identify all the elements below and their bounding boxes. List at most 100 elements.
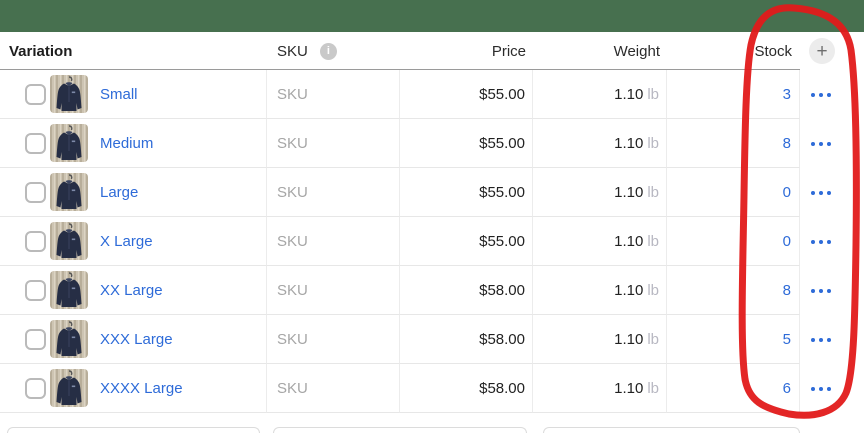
weight-cell[interactable]: 1.10 lb xyxy=(533,364,667,413)
jacket-photo xyxy=(50,222,88,260)
row-checkbox[interactable] xyxy=(25,279,46,301)
variation-cell: Large xyxy=(0,168,267,217)
sku-input[interactable] xyxy=(277,232,387,250)
add-column-button[interactable]: + xyxy=(809,38,835,64)
jacket-photo xyxy=(50,75,88,113)
info-icon[interactable]: i xyxy=(319,42,337,60)
variation-name-link[interactable]: X Large xyxy=(100,232,153,250)
stock-cell: 5 xyxy=(667,315,800,364)
table-row: Large $55.00 1.10 lb 0 xyxy=(0,168,864,217)
jacket-photo xyxy=(50,369,88,407)
weight-cell[interactable]: 1.10 lb xyxy=(533,217,667,266)
variation-name-link[interactable]: XXXX Large xyxy=(100,379,183,397)
row-options-ellipsis-icon[interactable] xyxy=(809,187,833,199)
stock-count-link[interactable]: 8 xyxy=(782,134,791,152)
sku-input[interactable] xyxy=(277,183,387,201)
table-row: XX Large $58.00 1.10 lb 8 xyxy=(0,266,864,315)
sku-input[interactable] xyxy=(277,85,387,103)
weight-unit: lb xyxy=(647,232,659,250)
weight-cell[interactable]: 1.10 lb xyxy=(533,315,667,364)
stock-cell: 3 xyxy=(667,70,800,119)
price-cell[interactable]: $58.00 xyxy=(400,364,533,413)
stock-count-link[interactable]: 0 xyxy=(782,183,791,201)
jacket-photo xyxy=(50,124,88,162)
weight-value: 1.10 xyxy=(614,379,644,397)
stock-cell: 6 xyxy=(667,364,800,413)
weight-value: 1.10 xyxy=(614,183,644,201)
actions-cell xyxy=(800,119,864,168)
next-section-field-stub xyxy=(7,427,260,433)
stock-count-link[interactable]: 6 xyxy=(782,379,791,397)
price-cell[interactable]: $55.00 xyxy=(400,217,533,266)
weight-cell[interactable]: 1.10 lb xyxy=(533,266,667,315)
weight-cell[interactable]: 1.10 lb xyxy=(533,168,667,217)
table-row: Small $55.00 1.10 lb 3 xyxy=(0,70,864,119)
price-value: $58.00 xyxy=(479,379,525,397)
column-header-stock: Stock xyxy=(754,42,792,60)
price-cell[interactable]: $58.00 xyxy=(400,315,533,364)
product-thumbnail[interactable] xyxy=(50,75,88,113)
sku-cell xyxy=(267,168,400,217)
sku-input[interactable] xyxy=(277,379,387,397)
row-checkbox[interactable] xyxy=(25,181,46,203)
actions-cell xyxy=(800,217,864,266)
price-cell[interactable]: $55.00 xyxy=(400,119,533,168)
row-checkbox[interactable] xyxy=(25,377,46,399)
row-checkbox[interactable] xyxy=(25,328,46,350)
weight-unit: lb xyxy=(647,330,659,348)
weight-value: 1.10 xyxy=(614,281,644,299)
weight-cell[interactable]: 1.10 lb xyxy=(533,119,667,168)
product-thumbnail[interactable] xyxy=(50,173,88,211)
variation-name-link[interactable]: XX Large xyxy=(100,281,163,299)
header-divider xyxy=(0,69,800,70)
row-checkbox[interactable] xyxy=(25,230,46,252)
price-value: $55.00 xyxy=(479,183,525,201)
weight-unit: lb xyxy=(647,85,659,103)
row-options-ellipsis-icon[interactable] xyxy=(809,285,833,297)
stock-count-link[interactable]: 0 xyxy=(782,232,791,250)
price-value: $55.00 xyxy=(479,134,525,152)
sku-cell xyxy=(267,315,400,364)
product-thumbnail[interactable] xyxy=(50,124,88,162)
row-options-ellipsis-icon[interactable] xyxy=(809,236,833,248)
row-options-ellipsis-icon[interactable] xyxy=(809,383,833,395)
stock-count-link[interactable]: 8 xyxy=(782,281,791,299)
weight-cell[interactable]: 1.10 lb xyxy=(533,70,667,119)
product-thumbnail[interactable] xyxy=(50,320,88,358)
price-cell[interactable]: $55.00 xyxy=(400,168,533,217)
row-options-ellipsis-icon[interactable] xyxy=(809,89,833,101)
column-header-variation: Variation xyxy=(9,42,73,60)
jacket-photo xyxy=(50,320,88,358)
table-header: Variation SKU i Price Weight Stock + xyxy=(0,32,864,70)
sku-input[interactable] xyxy=(277,281,387,299)
row-options-ellipsis-icon[interactable] xyxy=(809,138,833,150)
product-thumbnail[interactable] xyxy=(50,222,88,260)
variation-name-link[interactable]: Small xyxy=(100,85,138,103)
row-options-ellipsis-icon[interactable] xyxy=(809,334,833,346)
weight-unit: lb xyxy=(647,379,659,397)
stock-count-link[interactable]: 5 xyxy=(782,330,791,348)
sku-cell xyxy=(267,119,400,168)
price-cell[interactable]: $55.00 xyxy=(400,70,533,119)
sku-header-label: SKU xyxy=(277,42,308,60)
variation-name-link[interactable]: XXX Large xyxy=(100,330,173,348)
weight-value: 1.10 xyxy=(614,232,644,250)
table-row: X Large $55.00 1.10 lb 0 xyxy=(0,217,864,266)
actions-cell xyxy=(800,315,864,364)
variation-name-link[interactable]: Large xyxy=(100,183,139,201)
weight-value: 1.10 xyxy=(614,330,644,348)
row-checkbox[interactable] xyxy=(25,132,46,154)
next-section-field-stub xyxy=(273,427,527,433)
sku-input[interactable] xyxy=(277,134,387,152)
stock-count-link[interactable]: 3 xyxy=(782,85,791,103)
variation-cell: Medium xyxy=(0,119,267,168)
row-checkbox[interactable] xyxy=(25,83,46,105)
product-thumbnail[interactable] xyxy=(50,369,88,407)
variation-cell: XXXX Large xyxy=(0,364,267,413)
variation-rows: Small $55.00 1.10 lb 3 xyxy=(0,70,864,413)
product-thumbnail[interactable] xyxy=(50,271,88,309)
weight-unit: lb xyxy=(647,183,659,201)
sku-input[interactable] xyxy=(277,330,387,348)
variation-name-link[interactable]: Medium xyxy=(100,134,154,152)
price-cell[interactable]: $58.00 xyxy=(400,266,533,315)
